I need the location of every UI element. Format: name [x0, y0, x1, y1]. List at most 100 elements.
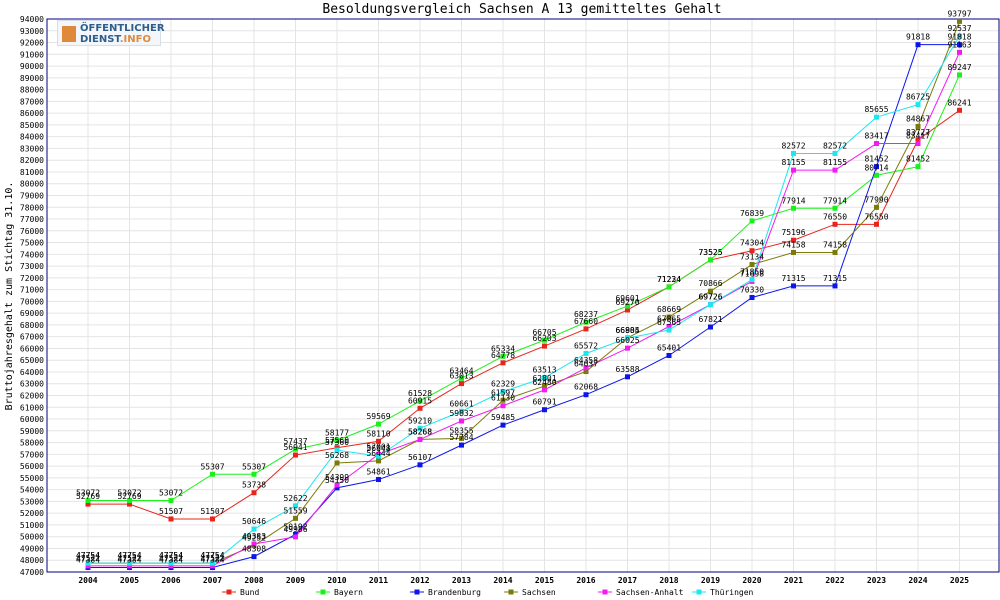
- data-label: 47384: [76, 555, 100, 564]
- data-point: [251, 471, 257, 477]
- data-point: [251, 554, 257, 560]
- data-point: [542, 343, 547, 349]
- data-point: [915, 141, 921, 147]
- data-label: 91818: [947, 33, 971, 42]
- data-point: [583, 326, 589, 332]
- x-tick-label: 2019: [701, 576, 720, 585]
- data-label: 71698: [740, 269, 764, 278]
- grid: [47, 18, 999, 573]
- data-label: 58110: [366, 429, 390, 438]
- data-label: 66203: [532, 334, 556, 343]
- data-point: [417, 436, 423, 442]
- data-label: 59210: [408, 416, 432, 425]
- data-label: 83417: [906, 132, 930, 141]
- data-point: [583, 365, 589, 371]
- data-label: 62480: [532, 378, 556, 387]
- data-point: [832, 167, 838, 173]
- data-label: 50192: [283, 522, 307, 531]
- data-label: 57001: [366, 442, 390, 451]
- y-tick-label: 71000: [20, 286, 44, 295]
- x-tick-label: 2024: [908, 576, 927, 585]
- data-label: 64358: [574, 356, 598, 365]
- data-label: 81155: [781, 158, 805, 167]
- data-point: [85, 563, 91, 569]
- x-tick-label: 2022: [825, 576, 844, 585]
- legend-marker: [696, 589, 702, 595]
- y-tick-label: 93000: [20, 27, 44, 36]
- legend-item: Bund: [222, 588, 259, 597]
- legend-label: Sachsen-Anhalt: [616, 588, 684, 597]
- data-point: [500, 403, 506, 409]
- data-label: 71315: [781, 274, 805, 283]
- data-label: 51507: [159, 507, 183, 516]
- data-label: 55307: [200, 462, 224, 471]
- data-label: 83727: [906, 128, 930, 137]
- logo-line-2-suffix: .INFO: [119, 34, 151, 45]
- data-point: [500, 397, 506, 403]
- data-label: 75196: [781, 228, 805, 237]
- data-label: 47754: [117, 551, 141, 560]
- data-point: [251, 526, 257, 532]
- data-point: [832, 205, 838, 211]
- data-label: 64778: [491, 351, 515, 360]
- data-label: 65572: [574, 341, 598, 350]
- chart-title: Besoldungsvergleich Sachsen A 13 gemitte…: [322, 2, 721, 17]
- data-point: [915, 42, 921, 48]
- data-label: 74158: [781, 240, 805, 249]
- legend-marker: [226, 589, 232, 595]
- data-label: 61597: [491, 388, 515, 397]
- y-tick-label: 61000: [20, 403, 44, 412]
- data-label: 65401: [657, 343, 681, 352]
- y-tick-label: 65000: [20, 356, 44, 365]
- data-point: [542, 375, 547, 381]
- site-logo: ÖFFENTLICHER DIENST.INFO: [57, 20, 165, 46]
- data-point: [625, 307, 630, 313]
- data-point: [168, 560, 174, 566]
- data-point: [749, 248, 755, 254]
- y-tick-label: 85000: [20, 121, 44, 130]
- data-point: [500, 389, 506, 395]
- legend: Bund Bayern Brandenburg Sachsen Sachsen-Anha…: [222, 588, 754, 597]
- legend-marker: [508, 589, 514, 595]
- data-point: [85, 501, 91, 507]
- y-tick-label: 50000: [20, 533, 44, 542]
- data-label: 55307: [242, 462, 266, 471]
- data-point: [376, 438, 381, 444]
- y-tick-label: 54000: [20, 486, 44, 495]
- data-point: [957, 72, 962, 78]
- data-label: 49383: [242, 532, 266, 541]
- data-point: [500, 353, 506, 359]
- data-label: 73134: [740, 253, 764, 262]
- data-label: 77990: [864, 195, 888, 204]
- data-point: [708, 257, 713, 263]
- data-point: [251, 541, 257, 547]
- data-point: [542, 383, 547, 389]
- data-point: [749, 218, 755, 224]
- y-tick-label: 89000: [20, 74, 44, 83]
- data-label: 47754: [76, 551, 100, 560]
- logo-text: ÖFFENTLICHER DIENST.INFO: [80, 23, 165, 45]
- y-tick-label: 94000: [20, 15, 44, 24]
- data-label: 58177: [325, 428, 349, 437]
- y-tick-label: 80000: [20, 180, 44, 189]
- data-label: 62068: [574, 383, 598, 392]
- legend-label: Thüringen: [710, 588, 754, 597]
- data-point: [874, 141, 879, 147]
- data-point: [957, 107, 962, 113]
- data-point: [749, 262, 755, 268]
- y-tick-label: 91000: [20, 50, 44, 59]
- data-label: 85655: [864, 105, 888, 114]
- data-label: 47522: [117, 554, 141, 563]
- data-label: 73525: [698, 248, 722, 257]
- x-tick-label: 2007: [203, 576, 222, 585]
- x-tick-label: 2013: [452, 576, 471, 585]
- y-tick-label: 51000: [20, 521, 44, 530]
- y-tick-label: 83000: [20, 144, 44, 153]
- data-label: 53738: [242, 481, 266, 490]
- logo-line-2-main: DIENST: [80, 34, 120, 45]
- data-point: [625, 335, 630, 341]
- x-tick-label: 2014: [493, 576, 512, 585]
- data-label: 53072: [76, 489, 100, 498]
- data-point: [583, 392, 589, 398]
- x-tick-label: 2008: [244, 576, 263, 585]
